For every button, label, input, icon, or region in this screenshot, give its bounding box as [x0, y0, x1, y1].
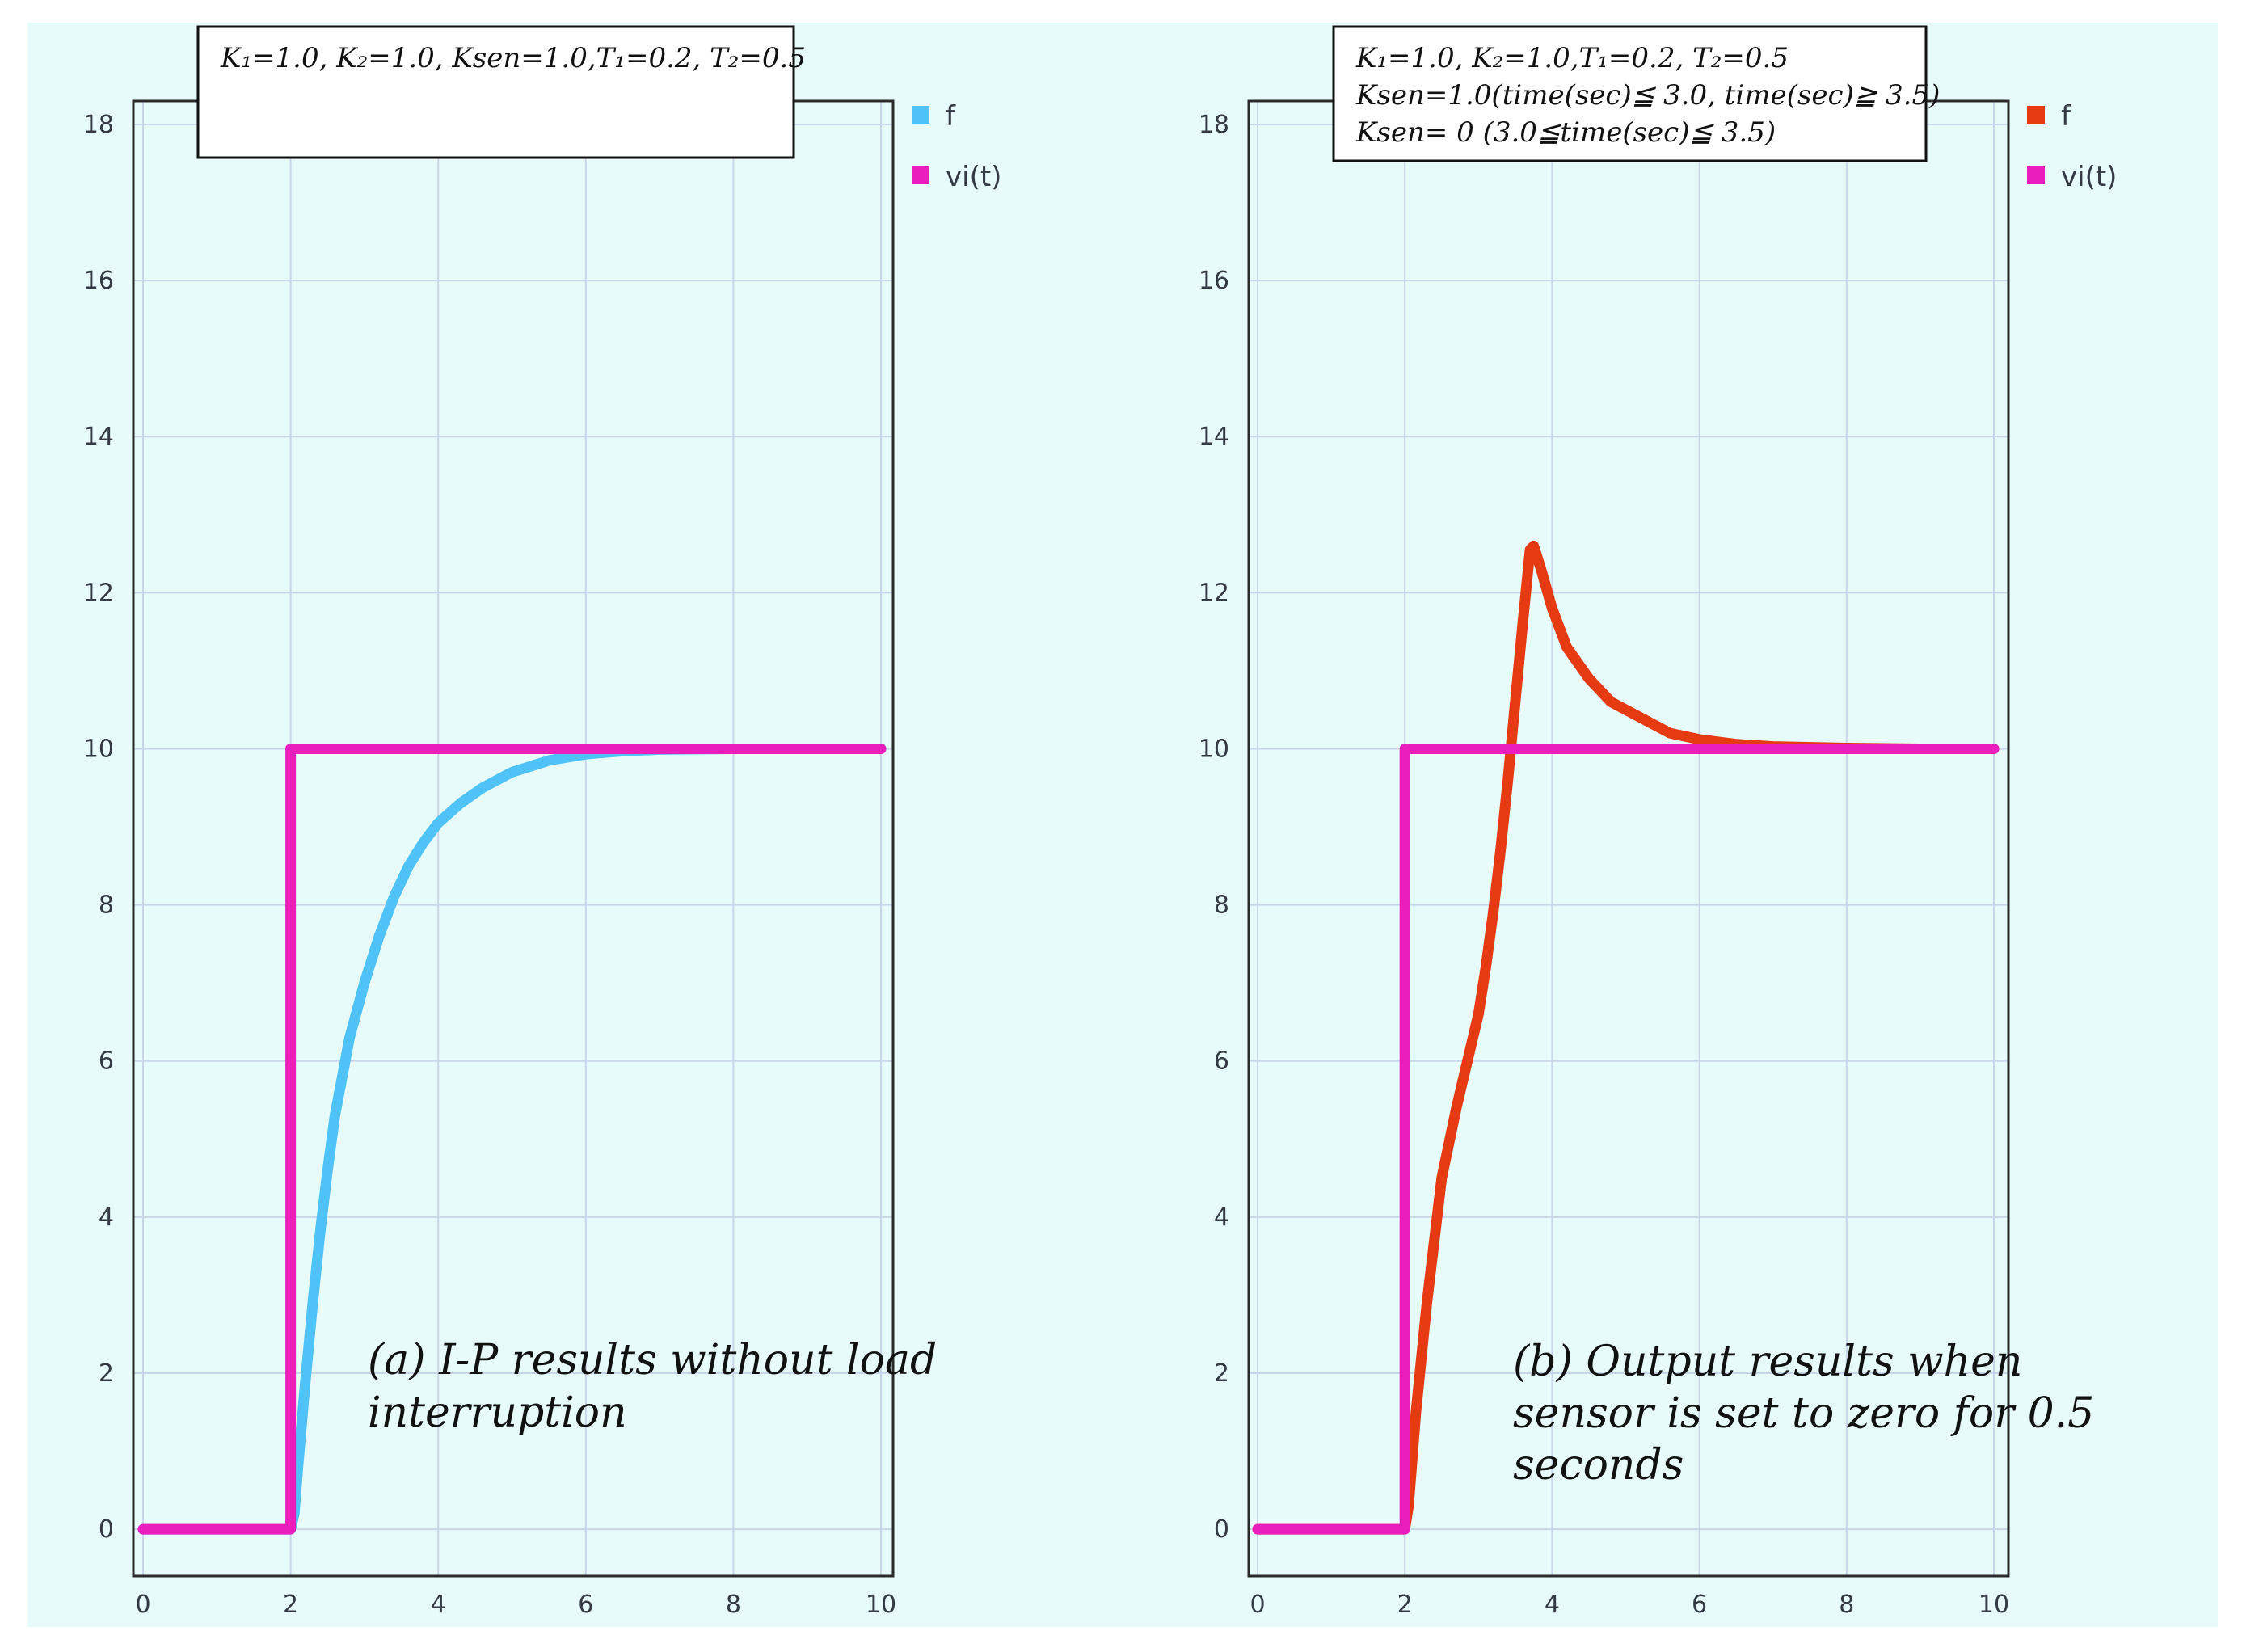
x-tick-label: 2 [1397, 1591, 1413, 1619]
legend-label: f [946, 100, 956, 133]
x-tick-label: 8 [726, 1591, 741, 1619]
panel-caption: (b) Output results when [1513, 1338, 2022, 1386]
y-tick-label: 4 [99, 1203, 114, 1232]
figure-background [27, 23, 2218, 1627]
parameter-text: Ksen=1.0(time(sec)≦ 3.0, time(sec)≧ 3.5) [1355, 79, 1940, 112]
chart-panel-b: 0 2 4 6 8 10 12 14 16 18 0 2 4 6 8 10 f vi(t) K₁=1.0, K₂=1… [1199, 25, 2117, 1619]
panel-caption: (a) I-P results without load [368, 1336, 937, 1384]
legend-label: vi(t) [946, 161, 1001, 193]
legend-label: f [2061, 100, 2071, 133]
y-tick-label: 14 [83, 423, 114, 451]
y-tick-label: 2 [1214, 1359, 1229, 1388]
y-tick-label: 12 [1199, 579, 1229, 607]
chart-panel-a: 0 2 4 6 8 10 12 14 16 18 0 2 4 6 8 10 f vi(t) K₁=1.0, K₂=1… [83, 25, 1001, 1619]
y-tick-label: 14 [1199, 423, 1229, 451]
y-tick-label: 8 [1214, 891, 1229, 920]
y-tick-label: 0 [1214, 1515, 1229, 1544]
y-tick-label: 12 [83, 579, 114, 607]
legend-swatch [2027, 166, 2045, 184]
parameter-text: Ksen= 0 (3.0≦time(sec)≦ 3.5) [1355, 116, 1776, 149]
x-tick-label: 10 [1979, 1591, 2009, 1619]
parameter-box [1332, 25, 1928, 162]
x-tick-label: 0 [1250, 1591, 1265, 1619]
y-tick-label: 0 [99, 1515, 114, 1544]
x-tick-label: 8 [1839, 1591, 1854, 1619]
y-tick-label: 4 [1214, 1203, 1229, 1232]
series-line-vi-t- [1252, 744, 2000, 1535]
legend-label: vi(t) [2061, 161, 2117, 193]
x-tick-label: 6 [1692, 1591, 1707, 1619]
y-tick-label: 2 [99, 1359, 114, 1388]
panel-caption: seconds [1513, 1441, 1684, 1490]
y-tick-label: 18 [83, 111, 114, 139]
panel-caption: interruption [368, 1389, 627, 1437]
panel-caption: sensor is set to zero for 0.5 [1513, 1389, 2094, 1438]
x-tick-label: 0 [135, 1591, 150, 1619]
series-line-vi-t- [137, 744, 887, 1535]
x-tick-label: 6 [578, 1591, 593, 1619]
parameter-text: K₁=1.0, K₂=1.0,T₁=0.2, T₂=0.5 [1355, 42, 1789, 74]
x-tick-label: 10 [866, 1591, 896, 1619]
parameter-text: K₁=1.0, K₂=1.0, Ksen=1.0,T₁=0.2, T₂=0.5 [220, 42, 806, 74]
y-tick-label: 16 [83, 267, 114, 295]
y-tick-label: 8 [99, 891, 114, 920]
y-tick-label: 18 [1199, 111, 1229, 139]
y-tick-label: 6 [99, 1047, 114, 1076]
x-tick-label: 2 [283, 1591, 298, 1619]
x-tick-label: 4 [431, 1591, 446, 1619]
series-line-f [1252, 540, 2000, 1535]
legend-swatch [912, 106, 929, 124]
x-tick-label: 4 [1545, 1591, 1560, 1619]
parameter-box [196, 25, 795, 159]
y-tick-label: 6 [1214, 1047, 1229, 1076]
legend-swatch [912, 166, 929, 184]
y-tick-label: 10 [83, 735, 114, 763]
y-tick-label: 10 [1199, 735, 1229, 763]
y-tick-label: 16 [1199, 267, 1229, 295]
legend-swatch [2027, 106, 2045, 124]
